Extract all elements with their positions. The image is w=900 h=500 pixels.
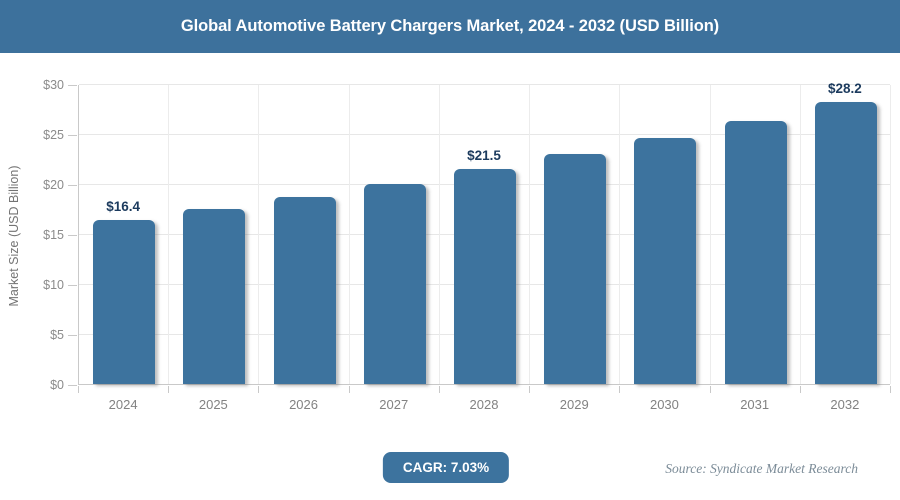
cagr-badge: CAGR: 7.03% <box>382 452 510 483</box>
x-axis-tick <box>258 386 260 393</box>
y-axis-tick <box>68 235 77 236</box>
bar-2031 <box>724 121 787 384</box>
y-tick-label: $20 <box>43 178 64 192</box>
source-note: Source: Syndicate Market Research <box>665 461 858 476</box>
x-tick-label: 2025 <box>198 397 228 412</box>
y-axis-tick <box>68 335 77 336</box>
bar-2030 <box>634 138 697 384</box>
bar-2029 <box>544 154 607 384</box>
x-tick-label: 2028 <box>469 397 499 412</box>
bar-2024 <box>93 220 156 384</box>
y-tick-label: $30 <box>43 78 64 92</box>
bar-value-label: $16.4 <box>106 199 140 214</box>
y-tick-label: $0 <box>50 378 64 392</box>
grid-line-h <box>79 84 890 85</box>
bar-2025 <box>183 209 246 384</box>
bar-2027 <box>363 184 426 384</box>
x-tick-label: 2027 <box>379 397 409 412</box>
y-tick-label: $10 <box>43 278 64 292</box>
y-tick-label: $15 <box>43 228 64 242</box>
bar-chart: Market Size (USD Billion) $0 $5 $10 $15 $20 $… <box>0 53 900 443</box>
chart-title: Global Automotive Battery Chargers Marke… <box>180 17 720 35</box>
grid-line-h <box>79 134 890 135</box>
bar-value-label: $28.2 <box>827 81 862 96</box>
x-axis-tick <box>890 386 891 393</box>
x-tick-label: 2032 <box>830 397 860 412</box>
x-tick-label: 2030 <box>649 397 679 412</box>
y-tick-label: $25 <box>43 128 64 142</box>
y-axis-tick <box>68 185 77 186</box>
x-axis-tick <box>78 386 79 393</box>
y-axis-tick <box>68 385 77 386</box>
bar-value-label: $21.5 <box>467 148 501 163</box>
plot-area <box>78 84 891 385</box>
grid-line-v <box>348 85 350 384</box>
x-axis-tick <box>529 386 531 393</box>
grid-line-v <box>619 85 621 384</box>
x-tick-label: 2026 <box>289 397 318 412</box>
y-axis-tick <box>68 285 77 286</box>
grid-line-v <box>709 85 711 384</box>
y-axis-tick <box>68 135 77 136</box>
x-axis-tick <box>348 386 350 393</box>
x-tick-label: 2029 <box>559 397 589 412</box>
x-axis-tick <box>168 386 170 393</box>
grid-line-v <box>438 85 440 384</box>
grid-line-v <box>258 85 260 384</box>
bar-2032 <box>814 102 877 384</box>
y-axis-tick <box>68 85 77 86</box>
bar-2026 <box>273 197 336 384</box>
x-axis-tick <box>709 386 711 393</box>
grid-line-v <box>890 85 891 384</box>
grid-line-v <box>529 85 531 384</box>
x-axis-tick <box>619 386 621 393</box>
chart-title-bar: Global Automotive Battery Chargers Marke… <box>0 0 900 53</box>
y-tick-label: $5 <box>50 328 64 342</box>
bar-2028 <box>454 169 516 384</box>
x-axis-tick <box>799 386 801 393</box>
x-axis-tick <box>438 386 440 393</box>
x-tick-label: 2031 <box>740 397 770 412</box>
x-tick-label: 2024 <box>108 397 138 412</box>
grid-line-v <box>168 85 170 384</box>
grid-line-v <box>799 85 801 384</box>
